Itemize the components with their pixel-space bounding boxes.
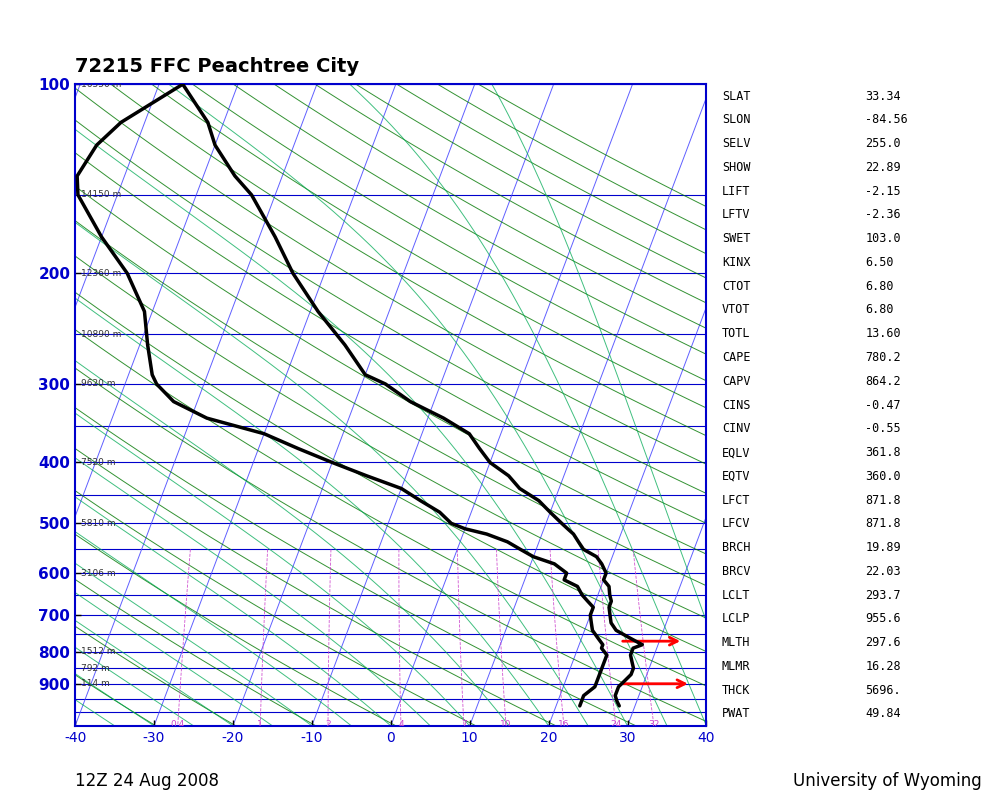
- Text: -84.56: -84.56: [865, 113, 908, 127]
- Text: SELV: SELV: [721, 137, 750, 150]
- Text: 871.8: 871.8: [865, 493, 901, 507]
- Text: EQTV: EQTV: [721, 470, 750, 483]
- Text: 16: 16: [558, 720, 570, 729]
- Text: 12Z 24 Aug 2008: 12Z 24 Aug 2008: [75, 772, 219, 790]
- Text: SLON: SLON: [721, 113, 750, 127]
- Text: 19.89: 19.89: [865, 541, 901, 554]
- Text: 780.2: 780.2: [865, 351, 901, 364]
- Text: -0.55: -0.55: [865, 423, 901, 435]
- Text: 22.89: 22.89: [865, 161, 901, 174]
- Text: 16550 m: 16550 m: [81, 79, 122, 89]
- Text: -2.15: -2.15: [865, 184, 901, 197]
- Text: CINS: CINS: [721, 399, 750, 411]
- Text: 255.0: 255.0: [865, 137, 901, 150]
- Text: 3106 m: 3106 m: [81, 569, 116, 577]
- Text: LFTV: LFTV: [721, 209, 750, 221]
- Text: TOTL: TOTL: [721, 327, 750, 340]
- Text: EQLV: EQLV: [721, 446, 750, 459]
- Text: KINX: KINX: [721, 256, 750, 269]
- Text: CINV: CINV: [721, 423, 750, 435]
- Text: LFCT: LFCT: [721, 493, 750, 507]
- Text: 1512 m: 1512 m: [81, 647, 116, 656]
- Text: LCLP: LCLP: [721, 613, 750, 626]
- Text: 7520 m: 7520 m: [81, 458, 116, 467]
- Text: BRCH: BRCH: [721, 541, 750, 554]
- Text: MLTH: MLTH: [721, 636, 750, 649]
- Text: 6.80: 6.80: [865, 303, 894, 317]
- Text: 792 m: 792 m: [81, 663, 110, 673]
- Text: 5696.: 5696.: [865, 683, 901, 697]
- Text: 49.84: 49.84: [865, 707, 901, 720]
- Text: 33.34: 33.34: [865, 90, 901, 103]
- Text: 6.50: 6.50: [865, 256, 894, 269]
- Text: 13.60: 13.60: [865, 327, 901, 340]
- Text: 32: 32: [648, 720, 659, 729]
- Text: 5810 m: 5810 m: [81, 519, 116, 528]
- Text: 14150 m: 14150 m: [81, 190, 121, 200]
- Text: 10: 10: [500, 720, 512, 729]
- Text: 103.0: 103.0: [865, 232, 901, 245]
- Text: SLAT: SLAT: [721, 90, 750, 103]
- Text: 871.8: 871.8: [865, 517, 901, 530]
- Text: 72215 FFC Peachtree City: 72215 FFC Peachtree City: [75, 57, 360, 76]
- Text: SWET: SWET: [721, 232, 750, 245]
- Text: 10890 m: 10890 m: [81, 330, 122, 338]
- Text: 114 m: 114 m: [81, 679, 110, 688]
- Text: LFCV: LFCV: [721, 517, 750, 530]
- Text: 24: 24: [610, 720, 621, 729]
- Text: 297.6: 297.6: [865, 636, 901, 649]
- Text: THCK: THCK: [721, 683, 750, 697]
- Text: 22.03: 22.03: [865, 565, 901, 578]
- Text: 6.80: 6.80: [865, 280, 894, 293]
- Text: 9620 m: 9620 m: [81, 379, 116, 388]
- Text: 16.28: 16.28: [865, 660, 901, 673]
- Text: 864.2: 864.2: [865, 375, 901, 387]
- Text: University of Wyoming: University of Wyoming: [794, 772, 982, 790]
- Text: 7: 7: [461, 720, 467, 729]
- Text: 361.8: 361.8: [865, 446, 901, 459]
- Text: 955.6: 955.6: [865, 613, 901, 626]
- Text: PWAT: PWAT: [721, 707, 750, 720]
- Text: -0.47: -0.47: [865, 399, 901, 411]
- Text: 2: 2: [326, 720, 331, 729]
- Text: LCLT: LCLT: [721, 589, 750, 602]
- Text: LIFT: LIFT: [721, 184, 750, 197]
- Text: -2.36: -2.36: [865, 209, 901, 221]
- Text: 360.0: 360.0: [865, 470, 901, 483]
- Text: 1: 1: [258, 720, 264, 729]
- Text: SHOW: SHOW: [721, 161, 750, 174]
- Text: 12360 m: 12360 m: [81, 269, 121, 277]
- Text: VTOT: VTOT: [721, 303, 750, 317]
- Text: CAPE: CAPE: [721, 351, 750, 364]
- Text: BRCV: BRCV: [721, 565, 750, 578]
- Text: MLMR: MLMR: [721, 660, 750, 673]
- Text: 0.4: 0.4: [170, 720, 184, 729]
- Text: 293.7: 293.7: [865, 589, 901, 602]
- Text: 4: 4: [398, 720, 404, 729]
- Text: CAPV: CAPV: [721, 375, 750, 387]
- Text: CTOT: CTOT: [721, 280, 750, 293]
